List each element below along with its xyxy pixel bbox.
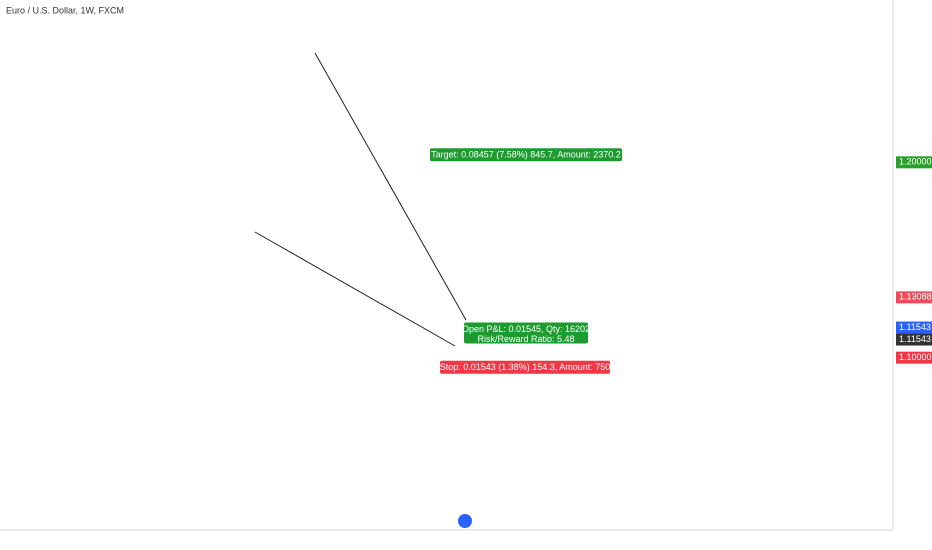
stop-badge-text: 1.10000 <box>899 352 932 362</box>
event-icon[interactable] <box>458 514 472 528</box>
stop-label-bg <box>440 360 610 374</box>
entry-badge: 1.11543 <box>896 321 932 334</box>
entry-badge-dark-bg <box>896 333 932 346</box>
trend-line <box>314 52 467 321</box>
current-price-badge-bg <box>896 291 932 304</box>
pnl-label: Open P&L: 0.01545, Qty: 16202Risk/Reward… <box>462 322 590 344</box>
target-label-text: Target: 0.08457 (7.58%) 845.7, Amount: 2… <box>431 150 621 160</box>
trend-line <box>254 231 456 347</box>
price-axis-bg <box>893 0 932 550</box>
stop-badge: 1.10000 <box>896 351 932 364</box>
chart-title: Euro / U.S. Dollar, 1W, FXCM <box>6 5 124 15</box>
entry-badge-text: 1.11543 <box>899 322 931 332</box>
entry-badge-bg <box>896 321 932 334</box>
target-badge: 1.20000 <box>896 156 932 169</box>
entry-badge-dark: 1.11543 <box>896 333 932 346</box>
target-label: Target: 0.08457 (7.58%) 845.7, Amount: 2… <box>430 148 622 162</box>
target-badge-text: 1.20000 <box>899 157 932 167</box>
target-label-bg <box>430 148 622 162</box>
target-badge-bg <box>896 156 932 169</box>
stop-label-text: Stop: 0.01543 (1.38%) 154.3, Amount: 750 <box>440 362 611 372</box>
entry-badge-dark-text: 1.11543 <box>899 334 931 344</box>
pnl-label-text: Open P&L: 0.01545, Qty: 16202 <box>462 324 590 334</box>
stop-label: Stop: 0.01543 (1.38%) 154.3, Amount: 750 <box>440 360 611 374</box>
stop-badge-bg <box>896 351 932 364</box>
current-price-badge: 1.13088 <box>896 291 932 304</box>
pnl-label-bg <box>464 322 588 344</box>
current-price-badge-text: 1.13088 <box>899 292 932 302</box>
pnl-label-text: Risk/Reward Ratio: 5.48 <box>477 334 574 344</box>
